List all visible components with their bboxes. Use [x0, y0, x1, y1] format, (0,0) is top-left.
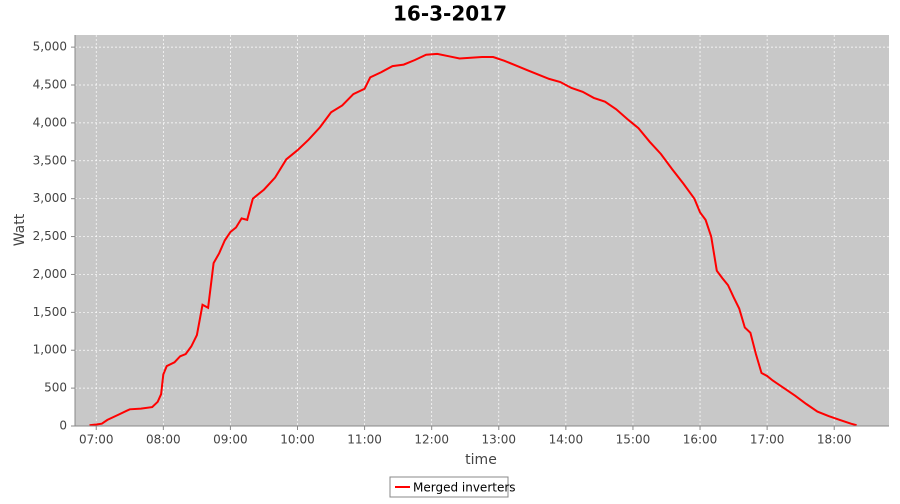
x-tick-label: 16:00 [683, 433, 718, 447]
y-tick-label: 2,000 [33, 267, 67, 281]
legend-label: Merged inverters [413, 481, 516, 495]
y-tick-label: 500 [44, 381, 67, 395]
x-tick-label: 09:00 [213, 433, 248, 447]
y-tick-label: 5,000 [33, 40, 67, 54]
x-tick-label: 14:00 [549, 433, 584, 447]
x-tick-label: 10:00 [280, 433, 315, 447]
x-tick-label: 12:00 [414, 433, 449, 447]
series [89, 52, 857, 427]
x-tick-label: 15:00 [616, 433, 651, 447]
x-tick-label: 11:00 [347, 433, 382, 447]
plot-area [75, 35, 889, 426]
legend [389, 476, 509, 498]
x-tick-label: 07:00 [79, 433, 114, 447]
y-axis-label: Watt [12, 213, 28, 246]
x-tick-label: 13:00 [481, 433, 516, 447]
y-tick-label: 0 [59, 419, 67, 433]
grid [75, 35, 889, 427]
x-tick-label: 18:00 [817, 433, 852, 447]
x-axis-label: time [465, 452, 497, 468]
y-tick-label: 1,000 [33, 343, 67, 357]
y-tick-label: 3,500 [33, 153, 67, 167]
y-tick-label: 3,000 [33, 191, 67, 205]
y-tick-label: 1,500 [33, 305, 67, 319]
chart-title: 16-3-2017 [393, 2, 507, 26]
series-line [89, 52, 857, 427]
x-tick-label: 08:00 [146, 433, 181, 447]
y-tick-label: 2,500 [33, 229, 67, 243]
y-tick-label: 4,500 [33, 78, 67, 92]
x-tick-label: 17:00 [750, 433, 785, 447]
y-tick-label: 4,000 [33, 115, 67, 129]
